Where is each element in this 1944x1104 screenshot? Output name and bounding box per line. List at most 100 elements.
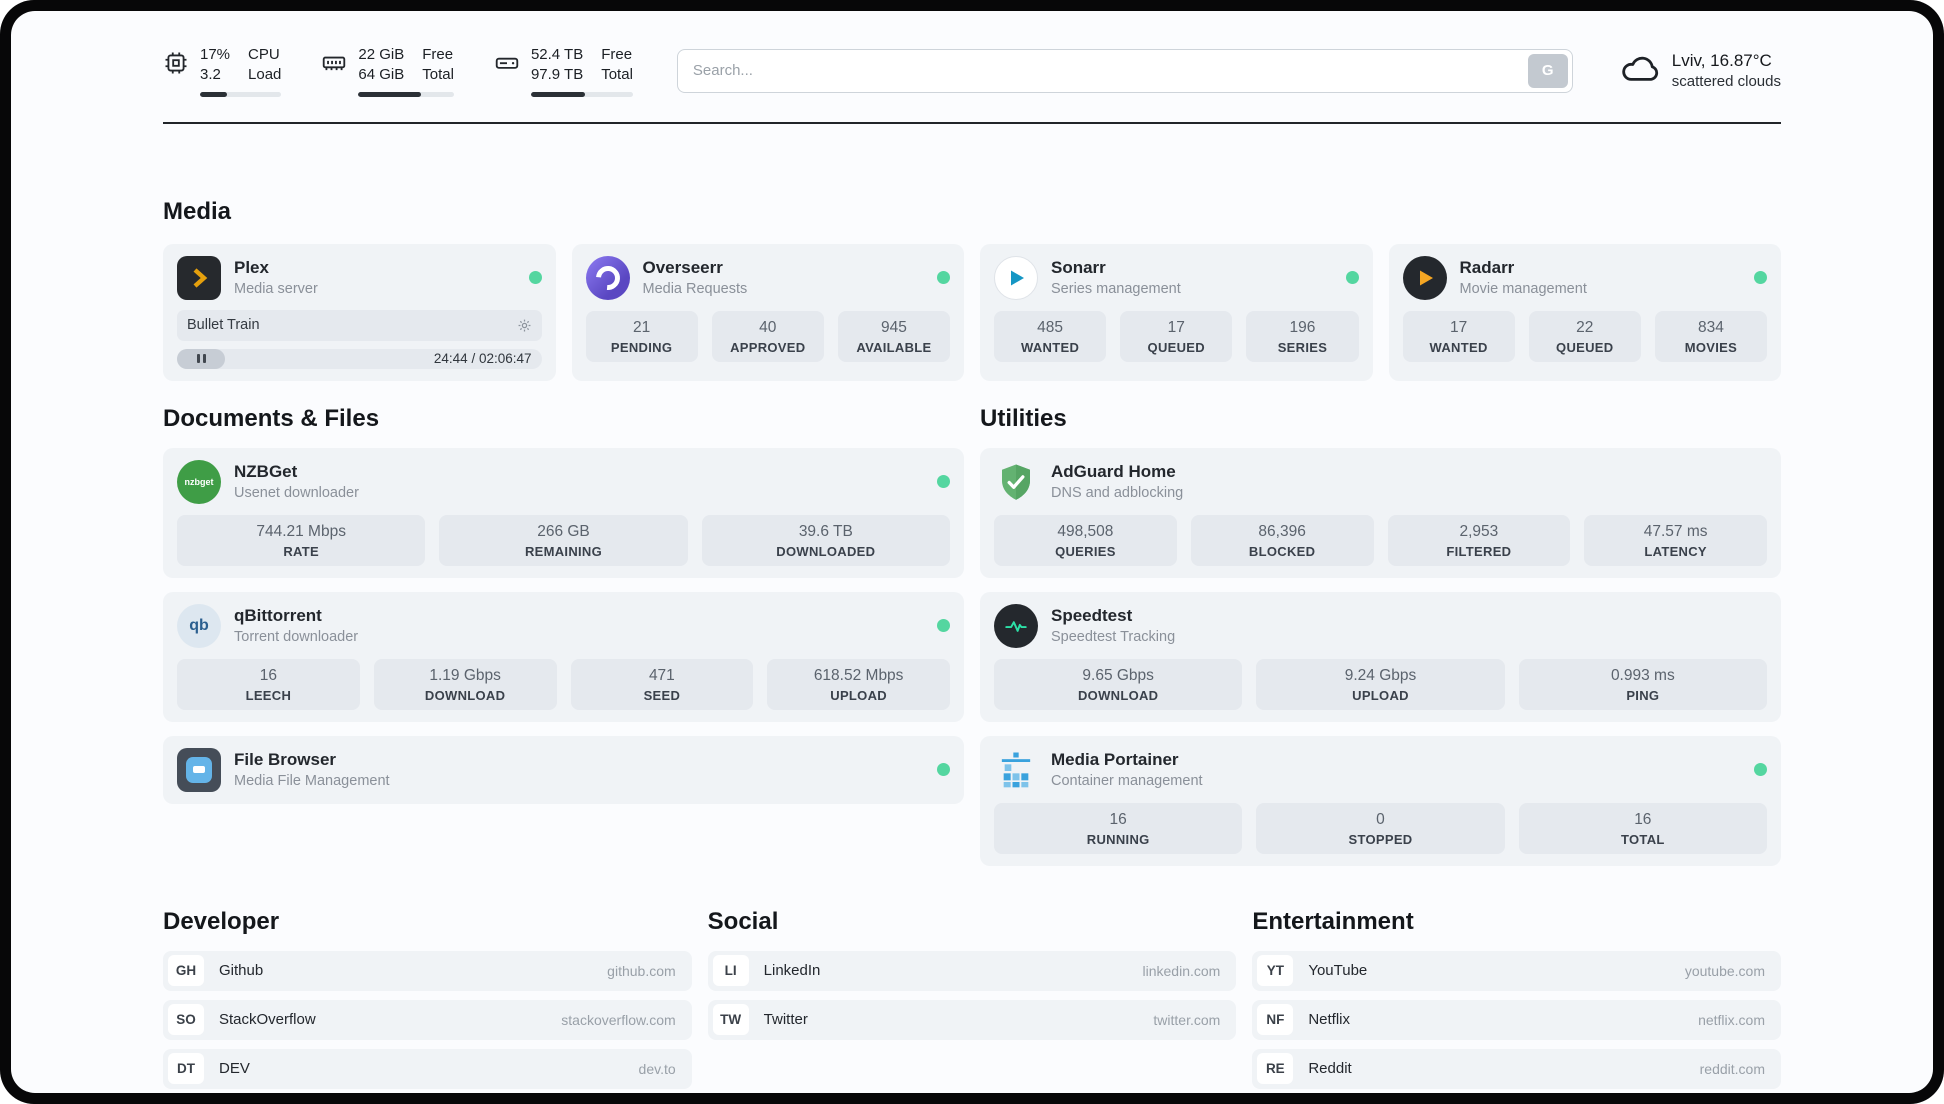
portainer-title: Media Portainer (1051, 750, 1179, 769)
search-bar: G (676, 48, 1573, 93)
ram-icon (321, 50, 347, 81)
memory-metric: 22 GiB 64 GiB Free Total (321, 45, 454, 97)
radarr-title: Radarr (1459, 258, 1515, 277)
status-dot (937, 475, 950, 488)
reddit-abbr-tile: RE (1257, 1053, 1294, 1084)
disk-progress-bar (530, 91, 633, 97)
status-dot (1754, 271, 1767, 284)
search-engine-button[interactable]: G (1527, 53, 1568, 88)
plex-icon (177, 255, 221, 300)
now-playing-title: Bullet Train (187, 317, 260, 333)
qbittorrent-title: qBittorrent (234, 606, 322, 625)
portainer-card[interactable]: Media Portainer Container management 16 … (980, 735, 1781, 866)
playback-progress-bar[interactable]: 24:44 / 02:06:47 (177, 348, 542, 369)
bookmark-twitter[interactable]: TW Twitter twitter.com (707, 999, 1237, 1040)
sonarr-card[interactable]: Sonarr Series management 485 WANTED 17 Q… (980, 243, 1373, 381)
nzbget-card[interactable]: nzbget NZBGet Usenet downloader 744.21 M… (163, 447, 964, 578)
bookmark-linkedin[interactable]: LI LinkedIn linkedin.com (707, 950, 1237, 991)
stat-approved: 40 APPROVED (711, 310, 824, 362)
header-divider (163, 121, 1781, 124)
playback-time: 24:44 / 02:06:47 (433, 351, 532, 366)
section-utilities: Utilities AdGuard Home DNS and adblockin… (980, 405, 1781, 866)
cloud-icon (1619, 47, 1661, 94)
stat-blocked: 86,396 BLOCKED (1190, 514, 1374, 566)
stat-queries: 498,508 QUERIES (994, 514, 1177, 566)
weather-location: Lviv, 16.87°C (1671, 51, 1772, 71)
stat-wanted: 17 WANTED (1402, 310, 1515, 362)
adguard-subtitle: DNS and adblocking (1051, 485, 1184, 501)
status-dot (937, 619, 950, 632)
disk-total-label: Total (601, 66, 633, 84)
bookmark-github[interactable]: GH Github github.com (163, 950, 692, 991)
speedtest-title: Speedtest (1051, 606, 1133, 625)
section-documents: Documents & Files nzbget NZBGet Usenet d… (163, 405, 964, 866)
stat-rate: 744.21 Mbps RATE (177, 514, 426, 566)
bookmark-youtube[interactable]: YT YouTube youtube.com (1252, 950, 1781, 991)
gear-icon[interactable] (517, 318, 532, 333)
cpu-icon (163, 50, 189, 81)
bookmark-netflix[interactable]: NF Netflix netflix.com (1252, 999, 1781, 1040)
sonarr-icon (994, 255, 1038, 300)
cpu-metric: 17% 3.2 CPU Load (163, 45, 282, 97)
search-input[interactable] (676, 48, 1573, 93)
stat-remaining: 266 GB REMAINING (439, 514, 688, 566)
stat-wanted: 485 WANTED (994, 310, 1107, 362)
memory-progress-bar (358, 91, 454, 97)
section-social: Social LI LinkedIn linkedin.com TW Twitt… (707, 907, 1237, 1089)
weather-condition: scattered clouds (1671, 73, 1781, 91)
plex-card[interactable]: Plex Media server Bullet Train 24:44 / 0… (163, 243, 556, 381)
status-dot (937, 763, 950, 776)
netflix-abbr-tile: NF (1257, 1004, 1294, 1035)
speedtest-card[interactable]: Speedtest Speedtest Tracking 9.65 Gbps D… (980, 591, 1781, 722)
stat-queued: 22 QUEUED (1528, 310, 1641, 362)
speedtest-subtitle: Speedtest Tracking (1051, 629, 1176, 645)
status-dot (937, 271, 950, 284)
media-heading: Media (163, 197, 232, 225)
stat-queued: 17 QUEUED (1120, 310, 1233, 362)
developer-heading: Developer (163, 907, 280, 935)
system-metrics: 17% 3.2 CPU Load (163, 45, 633, 97)
speedtest-icon (994, 603, 1038, 648)
filebrowser-icon (177, 747, 221, 792)
plex-title: Plex (234, 258, 269, 277)
adguard-card[interactable]: AdGuard Home DNS and adblocking 498,508 … (980, 447, 1781, 578)
stat-movies: 834 MOVIES (1654, 310, 1768, 362)
nzbget-subtitle: Usenet downloader (234, 485, 359, 501)
radarr-card[interactable]: Radarr Movie management 17 WANTED 22 QUE… (1388, 243, 1781, 381)
stat-ping: 0.993 ms PING (1518, 658, 1767, 710)
section-media: Media Plex Media server Bullet Train (163, 198, 1781, 381)
cpu-label: CPU (248, 46, 280, 63)
documents-heading: Documents & Files (163, 404, 380, 432)
stat-download: 9.65 Gbps DOWNLOAD (994, 658, 1243, 710)
memory-free-label: Free (422, 46, 454, 63)
linkedin-abbr-tile: LI (712, 955, 749, 986)
nzbget-icon: nzbget (177, 459, 221, 504)
status-dot (1345, 271, 1359, 284)
stat-filtered: 2,953 FILTERED (1387, 514, 1571, 566)
stackoverflow-abbr-tile: SO (168, 1004, 204, 1035)
overseerr-title: Overseerr (642, 258, 723, 277)
bookmark-reddit[interactable]: RE Reddit reddit.com (1252, 1048, 1781, 1089)
utilities-heading: Utilities (980, 404, 1067, 432)
cpu-load-value: 3.2 (200, 66, 221, 84)
sonarr-title: Sonarr (1051, 258, 1106, 277)
stat-pending: 21 PENDING (585, 310, 698, 362)
now-playing-bar[interactable]: Bullet Train (177, 309, 542, 341)
plex-subtitle: Media server (234, 281, 318, 297)
top-bar: 17% 3.2 CPU Load (163, 45, 1781, 97)
filebrowser-card[interactable]: File Browser Media File Management (163, 735, 964, 804)
section-entertainment: Entertainment YT YouTube youtube.com NF … (1252, 908, 1781, 1089)
nzbget-title: NZBGet (234, 462, 298, 481)
filebrowser-title: File Browser (234, 750, 337, 769)
qbittorrent-card[interactable]: qb qBittorrent Torrent downloader 16 LEE… (163, 591, 964, 722)
cpu-progress-bar (200, 91, 282, 97)
radarr-subtitle: Movie management (1459, 281, 1587, 297)
overseerr-card[interactable]: Overseerr Media Requests 21 PENDING 40 A… (571, 243, 964, 381)
bookmark-dev[interactable]: DT DEV dev.to (163, 1048, 692, 1089)
stat-upload: 9.24 Gbps UPLOAD (1256, 658, 1505, 710)
status-dot (1754, 763, 1767, 776)
social-heading: Social (707, 907, 779, 935)
portainer-icon (994, 748, 1038, 792)
bookmark-stackoverflow[interactable]: SO StackOverflow stackoverflow.com (163, 999, 692, 1040)
pause-icon[interactable] (177, 348, 225, 369)
